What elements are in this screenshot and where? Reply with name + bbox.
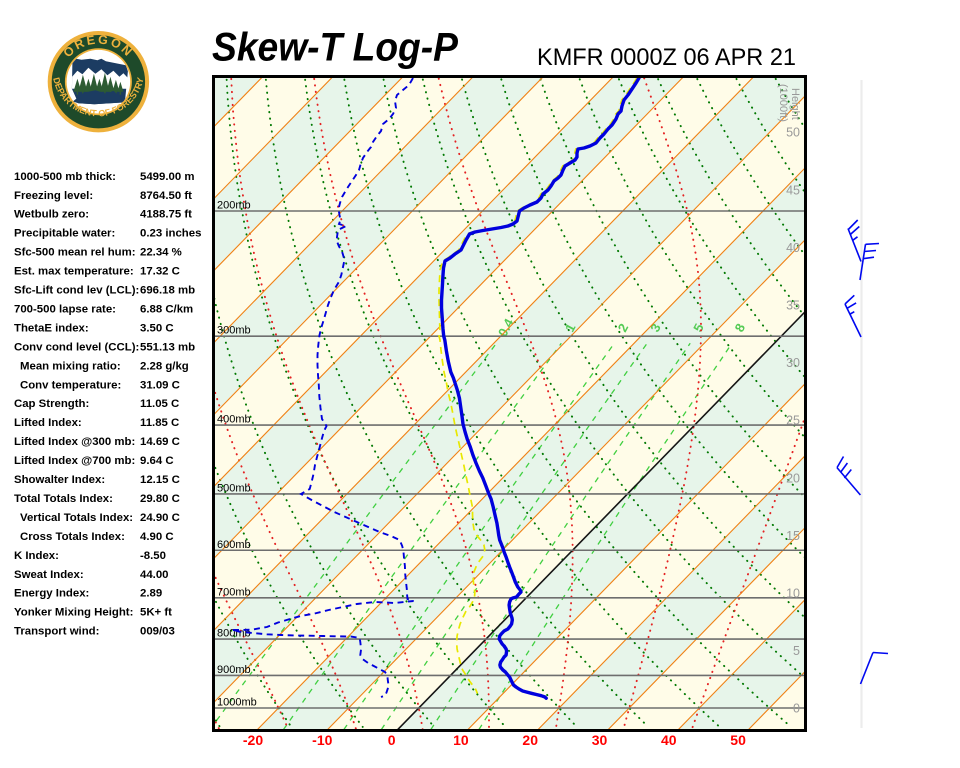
svg-text:-20: -20: [243, 732, 263, 748]
svg-text:0: 0: [388, 732, 396, 748]
svg-text:Energy Index:: Energy Index:: [14, 588, 89, 600]
svg-text:Height: Height: [789, 88, 801, 120]
svg-text:Sfc-Lift cond lev (LCL):: Sfc-Lift cond lev (LCL):: [14, 285, 139, 297]
svg-text:5K+ ft: 5K+ ft: [140, 607, 172, 619]
svg-text:Mean mixing ratio:: Mean mixing ratio:: [20, 360, 121, 372]
svg-text:K Index:: K Index:: [14, 550, 59, 562]
svg-text:12.15 C: 12.15 C: [140, 474, 180, 486]
svg-text:Conv temperature:: Conv temperature:: [20, 379, 121, 391]
svg-text:15: 15: [786, 529, 800, 543]
svg-text:Transport wind:: Transport wind:: [14, 626, 99, 638]
svg-text:30: 30: [592, 732, 608, 748]
svg-text:5499.00 m: 5499.00 m: [140, 171, 194, 183]
svg-text:25: 25: [786, 414, 800, 428]
svg-text:700mb: 700mb: [217, 586, 251, 598]
svg-text:Yonker Mixing Height:: Yonker Mixing Height:: [14, 607, 133, 619]
svg-text:50: 50: [730, 732, 746, 748]
svg-text:4188.75 ft: 4188.75 ft: [140, 209, 192, 221]
svg-text:551.13 mb: 551.13 mb: [140, 341, 195, 353]
svg-text:45: 45: [786, 183, 800, 197]
svg-text:900mb: 900mb: [217, 664, 251, 676]
svg-text:1000-500 mb thick:: 1000-500 mb thick:: [14, 171, 116, 183]
svg-text:-10: -10: [312, 732, 332, 748]
svg-text:Precipitable water:: Precipitable water:: [14, 228, 115, 240]
svg-text:Sweat Index:: Sweat Index:: [14, 569, 84, 581]
svg-text:1000mb: 1000mb: [217, 697, 257, 709]
svg-text:Lifted Index @700 mb:: Lifted Index @700 mb:: [14, 455, 135, 467]
svg-text:Conv cond level (CCL):: Conv cond level (CCL):: [14, 341, 139, 353]
svg-text:6.88 C/km: 6.88 C/km: [140, 303, 193, 315]
svg-text:44.00: 44.00: [140, 569, 169, 581]
svg-text:10: 10: [453, 732, 469, 748]
svg-text:50: 50: [786, 126, 800, 140]
svg-text:20: 20: [786, 471, 800, 485]
svg-text:Vertical Totals Index:: Vertical Totals Index:: [20, 512, 133, 524]
svg-text:40: 40: [661, 732, 677, 748]
svg-text:Est. max temperature:: Est. max temperature:: [14, 266, 134, 278]
svg-text:4.90 C: 4.90 C: [140, 531, 174, 543]
svg-text:17.32 C: 17.32 C: [140, 266, 180, 278]
svg-text:Sfc-500 mean rel hum:: Sfc-500 mean rel hum:: [14, 247, 136, 259]
svg-text:Total Totals Index:: Total Totals Index:: [14, 493, 113, 505]
svg-text:Wetbulb zero:: Wetbulb zero:: [14, 209, 89, 221]
svg-text:700-500 lapse rate:: 700-500 lapse rate:: [14, 303, 116, 315]
svg-text:ThetaE index:: ThetaE index:: [14, 322, 89, 334]
svg-text:Freezing level:: Freezing level:: [14, 190, 93, 202]
svg-text:800mb: 800mb: [217, 628, 251, 640]
svg-text:Showalter Index:: Showalter Index:: [14, 474, 105, 486]
svg-text:24.90 C: 24.90 C: [140, 512, 180, 524]
svg-text:2.28 g/kg: 2.28 g/kg: [140, 360, 189, 372]
svg-text:2.89: 2.89: [140, 588, 162, 600]
svg-text:8764.50 ft: 8764.50 ft: [140, 190, 192, 202]
svg-text:5: 5: [793, 644, 800, 658]
svg-text:0: 0: [793, 702, 800, 716]
svg-text:Lifted Index:: Lifted Index:: [14, 417, 82, 429]
svg-text:400mb: 400mb: [217, 414, 251, 426]
svg-text:30: 30: [786, 356, 800, 370]
svg-text:696.18 mb: 696.18 mb: [140, 285, 195, 297]
svg-text:(1000ft): (1000ft): [777, 84, 789, 122]
svg-text:22.34 %: 22.34 %: [140, 247, 182, 259]
svg-text:-8.50: -8.50: [140, 550, 166, 562]
svg-text:300mb: 300mb: [217, 325, 251, 337]
svg-text:10: 10: [786, 587, 800, 601]
svg-text:009/03: 009/03: [140, 626, 175, 638]
svg-text:31.09 C: 31.09 C: [140, 379, 180, 391]
svg-text:29.80 C: 29.80 C: [140, 493, 180, 505]
svg-text:3.50 C: 3.50 C: [140, 322, 174, 334]
svg-text:KMFR 0000Z 06 APR 21: KMFR 0000Z 06 APR 21: [537, 44, 796, 71]
svg-text:9.64 C: 9.64 C: [140, 455, 174, 467]
svg-text:20: 20: [522, 732, 538, 748]
svg-text:600mb: 600mb: [217, 539, 251, 551]
svg-text:Skew-T Log-P: Skew-T Log-P: [212, 26, 458, 70]
svg-text:35: 35: [786, 299, 800, 313]
svg-text:200mb: 200mb: [217, 200, 251, 212]
svg-text:11.85 C: 11.85 C: [140, 417, 179, 429]
svg-text:Lifted Index @300 mb:: Lifted Index @300 mb:: [14, 436, 135, 448]
svg-text:Cross Totals Index:: Cross Totals Index:: [20, 531, 125, 543]
svg-text:14.69 C: 14.69 C: [140, 436, 180, 448]
svg-text:40: 40: [786, 241, 800, 255]
svg-text:11.05 C: 11.05 C: [140, 398, 179, 410]
svg-text:Cap Strength:: Cap Strength:: [14, 398, 89, 410]
svg-text:500mb: 500mb: [217, 482, 251, 494]
svg-text:0.23 inches: 0.23 inches: [140, 228, 201, 240]
